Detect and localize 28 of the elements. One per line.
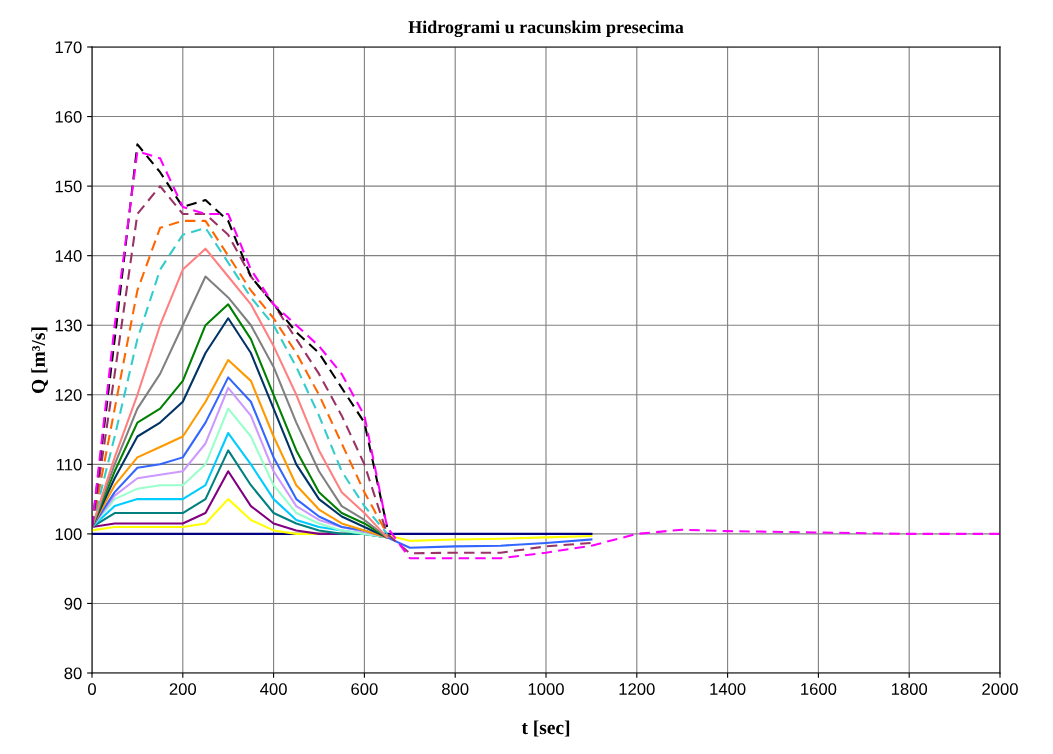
- x-tick-label: 800: [442, 683, 469, 695]
- line-series: [92, 376, 593, 549]
- x-tick-label: 1800: [891, 683, 928, 695]
- line-series: [92, 143, 389, 528]
- y-tick-label: 100: [55, 528, 82, 541]
- y-tick-label: 80: [64, 667, 82, 680]
- y-tick-label: 170: [55, 41, 82, 54]
- line-series: [92, 185, 593, 555]
- x-tick-label: 2000: [982, 683, 1018, 695]
- x-tick-label: 1200: [619, 683, 655, 695]
- x-tick-label: 200: [169, 683, 197, 695]
- y-tick-label: 150: [55, 180, 82, 193]
- x-tick-label: 600: [351, 683, 378, 695]
- x-tick-label: 0: [88, 683, 96, 695]
- y-tick-label: 120: [55, 389, 82, 401]
- x-tick-label: 400: [260, 683, 287, 695]
- chart-title: Hidrogrami u racunskim presecima: [408, 20, 684, 38]
- x-tick-label: 1400: [710, 683, 746, 695]
- y-tick-label: 90: [64, 597, 82, 610]
- x-tick-label: 1000: [528, 683, 564, 695]
- y-tick-label: 130: [55, 319, 82, 332]
- y-axis-title: Q [m³/s]: [31, 327, 48, 394]
- x-tick-label: 1600: [801, 683, 837, 695]
- y-tick-label: 140: [55, 250, 82, 262]
- y-tick-label: 160: [55, 110, 82, 123]
- x-axis-title: t [sec]: [521, 720, 570, 737]
- y-tick-label: 110: [56, 458, 82, 471]
- line-series: [92, 150, 1000, 560]
